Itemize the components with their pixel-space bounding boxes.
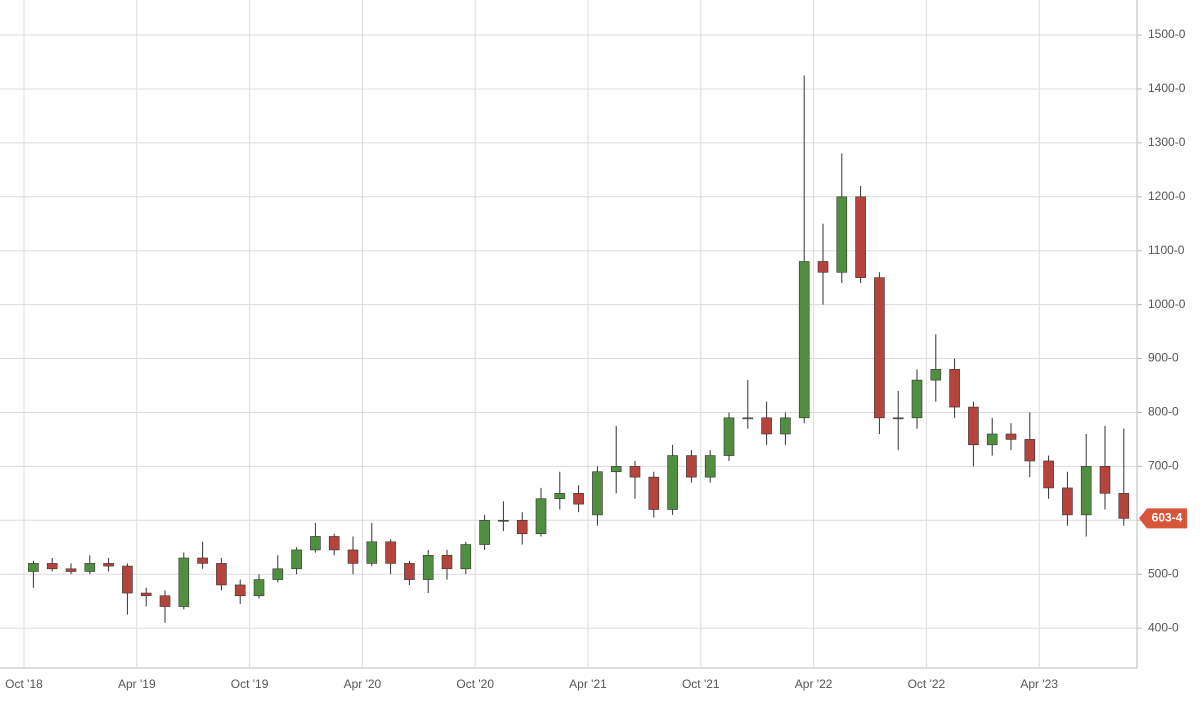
candle-body — [817, 261, 829, 273]
candle-body — [855, 196, 866, 278]
candle-body — [592, 471, 603, 516]
candle-body — [216, 563, 227, 586]
candle-body — [911, 379, 923, 419]
candle-body — [986, 433, 998, 446]
candle-body — [1005, 433, 1017, 440]
candle-body — [479, 519, 490, 545]
x-tick-label: Oct '21 — [682, 677, 720, 691]
y-tick-label: 1300-0 — [1148, 135, 1186, 149]
candle-body — [140, 592, 152, 597]
y-tick-label: 1200-0 — [1148, 189, 1186, 203]
candle-body — [460, 544, 472, 570]
candle-body — [291, 549, 302, 570]
candle-body — [328, 536, 340, 551]
candle-body — [629, 466, 641, 478]
candle-body — [573, 493, 584, 505]
candle-body — [780, 417, 791, 435]
candle-body — [892, 417, 904, 420]
candle-body — [385, 541, 396, 564]
candle-body — [1099, 466, 1111, 494]
candle-body — [704, 455, 716, 478]
candle-body — [874, 277, 885, 419]
candle-body — [1043, 460, 1054, 489]
x-tick-label: Apr '22 — [795, 677, 833, 691]
x-tick-label: Apr '19 — [118, 677, 156, 691]
candle-body — [930, 369, 942, 381]
x-tick-label: Apr '20 — [344, 677, 382, 691]
candle-body — [404, 563, 415, 580]
y-tick-label: 1400-0 — [1148, 81, 1186, 95]
x-tick-label: Apr '21 — [569, 677, 607, 691]
candle-body — [103, 563, 114, 567]
candle-body — [1024, 439, 1036, 462]
candle-body — [516, 519, 528, 535]
y-tick-label: 1500-0 — [1148, 27, 1186, 41]
candle-body — [648, 476, 660, 510]
candle-body — [742, 417, 754, 420]
candle-body — [422, 555, 434, 580]
candle-body — [761, 417, 772, 435]
y-tick-label: 700-0 — [1148, 459, 1179, 473]
candle-body — [310, 536, 321, 551]
candle-body — [122, 565, 133, 594]
x-tick-label: Apr '23 — [1020, 677, 1058, 691]
y-tick-label: 500-0 — [1148, 566, 1179, 580]
candle-body — [723, 417, 735, 456]
candle-body — [347, 549, 359, 564]
candle-body — [686, 455, 697, 478]
candle-body — [366, 541, 378, 564]
candle-body — [441, 555, 453, 570]
candle-body — [1062, 487, 1073, 516]
y-tick-label: 800-0 — [1148, 405, 1179, 419]
candle-body — [253, 579, 265, 597]
x-tick-label: Oct '22 — [908, 677, 946, 691]
candle-body — [272, 568, 284, 580]
candle-body — [65, 568, 77, 572]
candle-body — [610, 466, 622, 473]
candle-body — [498, 519, 509, 522]
candle-body — [1080, 466, 1092, 516]
last-price-flag — [1139, 508, 1187, 529]
y-tick-label: 400-0 — [1148, 620, 1179, 634]
x-tick-label: Oct '19 — [231, 677, 269, 691]
y-tick-label: 900-0 — [1148, 351, 1179, 365]
candle-body — [554, 493, 566, 500]
candle-body — [84, 563, 96, 572]
candle-body — [1118, 493, 1130, 519]
candle-body — [535, 498, 547, 535]
candle-body — [28, 563, 39, 572]
candle-body — [798, 261, 810, 419]
y-tick-label: 1100-0 — [1148, 243, 1185, 257]
candle-body — [197, 557, 208, 564]
candle-body — [159, 595, 171, 607]
candle-body — [949, 369, 960, 408]
x-tick-label: Oct '20 — [456, 677, 494, 691]
x-tick-label: Oct '18 — [5, 677, 43, 691]
y-tick-label: 1000-0 — [1148, 297, 1186, 311]
candle-body — [234, 584, 246, 597]
candle-body — [178, 557, 190, 607]
candle-body — [968, 406, 979, 446]
last-price-label: 603-4 — [1152, 511, 1183, 525]
candle-body — [667, 455, 678, 510]
candle-body — [836, 196, 848, 273]
candle-body — [46, 563, 58, 570]
